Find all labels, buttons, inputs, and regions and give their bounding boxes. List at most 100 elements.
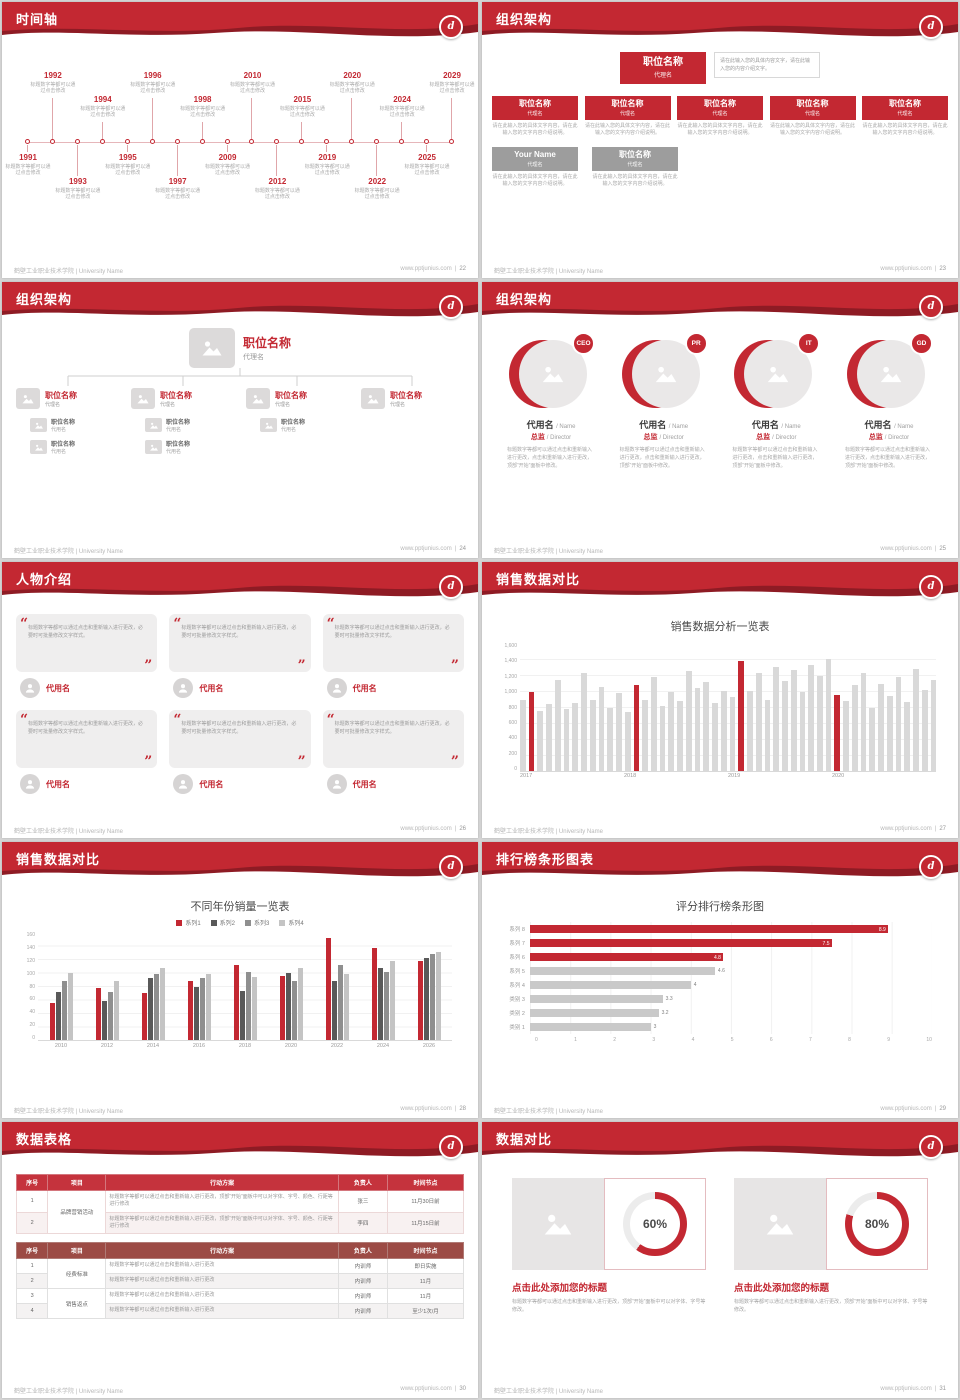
image-placeholder (260, 418, 277, 432)
slide-header: 数据表格 d (2, 1122, 478, 1166)
bar (343, 974, 349, 1040)
bar-group (187, 933, 211, 1040)
image-icon (541, 1210, 575, 1238)
close-quote-icon: ” (144, 754, 153, 770)
cell-plan: 标题数字等都可以通过点击和重新输入进行更改 (105, 1288, 339, 1304)
image-icon (200, 338, 224, 358)
cell-plan: 标题数字等都可以通过点击和重新输入进行更改 (105, 1273, 339, 1289)
timeline-caption: 标题数字等都可以通过点击修改 (229, 81, 275, 95)
bar-group (141, 933, 165, 1040)
timeline-dot (349, 139, 355, 144)
timeline-dot (149, 139, 155, 144)
timeline-year: 1993 (68, 177, 87, 186)
timeline-caption: 标题数字等都可以通过点击修改 (254, 187, 300, 201)
avatar (173, 774, 194, 794)
bar (520, 699, 526, 771)
image-icon (21, 393, 35, 405)
rank-bar (530, 1009, 659, 1017)
slide-title: 数据对比 (496, 1132, 553, 1147)
member-caption: 标题数字等都可以通过点击和重新输入进行更改，点击和重新输入进行更改，顶部“开始”… (619, 447, 705, 469)
member-photo: IT (730, 332, 822, 412)
cell-no: 3 (15, 1288, 49, 1304)
y-tick: 100 (26, 970, 35, 977)
slide-org-tree: 组织架构 d 职位名称 代理名 职位名称 代理名 (2, 282, 478, 558)
footer-url: www.pptjunius.com (400, 1386, 452, 1392)
timeline-item: 2025 标题数字等都可以通过点击修改 (404, 153, 450, 177)
timeline-item: 2009 标题数字等都可以通过点击修改 (205, 153, 251, 177)
person-icon (177, 682, 189, 694)
position-title: 职位名称 (166, 420, 191, 426)
header-wave (2, 562, 478, 597)
close-quote-icon: ” (450, 658, 459, 674)
people-content: “ 标题数字等都可以通过点击和重新输入进行更改，必要时可批量修改文字样式。 ” 代用… (2, 606, 478, 822)
member-role: 总监 / Director (531, 432, 571, 442)
position-caption: 请在此输入您的具体文字内容，请在此输入您的文字内容介绍说明。 (677, 122, 763, 136)
timeline-item: 1998 标题数字等都可以通过点击修改 (180, 95, 226, 119)
position-caption: 请在此输入您的具体文字内容，请在此输入您的文字内容介绍说明。 (592, 173, 678, 187)
logo-badge: d (919, 575, 943, 599)
x-tick: 10 (926, 1037, 932, 1043)
slide-title: 时间轴 (16, 12, 59, 27)
position-box: 职位名称 代理名 (862, 96, 948, 120)
rank-value: 7.5 (822, 940, 830, 947)
bar (417, 961, 423, 1040)
timeline-connector (301, 122, 303, 139)
logo-badge: d (439, 575, 463, 599)
person-name: 代用名 (46, 683, 70, 693)
year-yaxis: 160 140 120 100 80 60 40 20 0 (20, 933, 38, 1041)
timeline-connector (27, 145, 28, 152)
bar (782, 680, 788, 771)
y-tick: 1,200 (504, 673, 517, 680)
rank-rows: 系列 8 8.9 系列 7 7.5 系列 6 4.8 系列 5 4.6 系列 4 4 类别 3 3.3… (494, 922, 932, 1034)
x-tick: 2016 (192, 1043, 206, 1049)
timeline-caption: 标题数字等都可以通过点击修改 (404, 163, 450, 177)
image-icon (136, 393, 150, 405)
image-placeholder (145, 418, 162, 432)
org-column: 职位名称 代理名 请在此输入您的具体文字内容，请在此输入您的文字内容介绍说明。 (769, 96, 856, 137)
member-photo: GD (843, 332, 935, 412)
compare-row: 60% 点击此处添加您的标题 标题数字等都可以通过点击和重新输入进行更改，顶部“… (482, 1178, 958, 1314)
avatar (326, 774, 347, 794)
bar (790, 670, 797, 771)
position-title: 职位名称 (51, 420, 76, 426)
footer-school: 鹤壁工业职业技术学院 | University Name (494, 1389, 603, 1395)
x-tick: 2018 (624, 773, 637, 779)
legend-swatch (245, 919, 251, 926)
rank-value: 3 (653, 1024, 657, 1030)
timeline-item: 2015 标题数字等都可以通过点击修改 (279, 95, 325, 119)
rank-track: 8.9 (530, 922, 932, 936)
bar (816, 675, 823, 771)
y-tick: 60 (29, 996, 35, 1003)
legend-label: 系列2 (219, 921, 235, 927)
legend-swatch (210, 919, 217, 926)
bar (799, 691, 806, 771)
slide-timeline: 时间轴 d 1991 标题数字等都可以通过点击修改 1992 标题数字等都可以通过点击… (2, 2, 478, 278)
page-number: 23 (939, 266, 946, 272)
logo-icon: d (927, 1141, 935, 1152)
name-cn: 代用名 (639, 420, 667, 430)
timeline-caption: 标题数字等都可以通过点击修改 (5, 163, 51, 177)
person-icon (331, 778, 343, 790)
timeline-connector (351, 98, 353, 139)
timeline-dot (224, 139, 230, 144)
quote-text: 标题数字等都可以通过点击和重新输入进行更改，必要时可批量修改文字样式。 (28, 721, 144, 736)
slide-title: 组织架构 (496, 12, 553, 27)
bar (886, 696, 893, 771)
cell-no: 1 (15, 1258, 49, 1274)
bar-group (49, 933, 73, 1040)
position-sub: 代理名 (160, 401, 176, 408)
branch-leaves: 职位名称 代用名 (260, 417, 349, 433)
slide-footer: 鹤壁工业职业技术学院 | University Name www.pptjuni… (14, 1106, 466, 1115)
card-caption: 标题数字等都可以通过点击和重新输入进行更改，顶部“开始”面板中可以对字体、字号等… (512, 1299, 706, 1313)
footer-school: 鹤壁工业职业技术学院 | University Name (494, 829, 603, 835)
timeline-year: 1997 (168, 177, 187, 186)
timeline-connector (151, 98, 153, 139)
open-quote-icon: “ (20, 616, 29, 632)
bar (435, 951, 441, 1040)
person-icon (24, 778, 36, 790)
table-row: 1 经费标准 标题数字等都可以通过点击和重新输入进行更改 内训师 即日实施 (15, 1258, 464, 1289)
card-top: 60% (512, 1178, 706, 1270)
bar (729, 697, 736, 771)
org-column: 职位名称 代理名 请在此输入您的具体文字内容，请在此输入您的文字内容介绍说明。 (492, 96, 578, 137)
position-sub: 代用名 (51, 427, 67, 433)
